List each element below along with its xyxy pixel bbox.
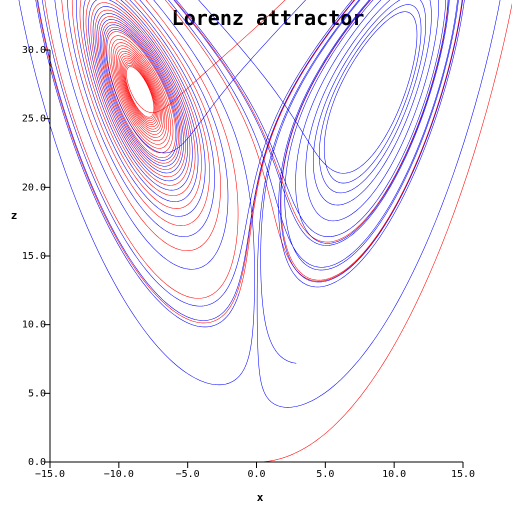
y-axis-label: z <box>11 209 18 222</box>
x-tick-label: −5.0 <box>176 469 200 480</box>
y-tick-label: 10.0 <box>22 320 46 331</box>
x-tick-label: 0.0 <box>247 469 265 480</box>
y-tick-label: 5.0 <box>28 388 46 399</box>
x-tick-label: −15.0 <box>35 469 65 480</box>
x-axis-label: x <box>257 491 264 504</box>
x-tick-label: −10.0 <box>104 469 134 480</box>
y-tick-label: 30.0 <box>22 45 46 56</box>
series-line-1 <box>36 0 512 463</box>
plot-area <box>18 0 512 463</box>
x-tick-label: 15.0 <box>451 469 475 480</box>
x-axis-ticks: −15.0 −10.0 −5.0 0.0 5.0 10.0 15.0 <box>35 462 475 480</box>
y-tick-label: 25.0 <box>22 114 46 125</box>
x-tick-label: 10.0 <box>382 469 406 480</box>
series-line-2 <box>18 0 501 408</box>
y-axis-ticks: 0.0 5.0 10.0 15.0 20.0 25.0 30.0 <box>22 45 50 468</box>
chart-title: Lorenz attractor <box>172 6 365 30</box>
x-tick-label: 5.0 <box>316 469 334 480</box>
y-tick-label: 20.0 <box>22 182 46 193</box>
y-tick-label: 0.0 <box>28 457 46 468</box>
y-tick-label: 15.0 <box>22 251 46 262</box>
